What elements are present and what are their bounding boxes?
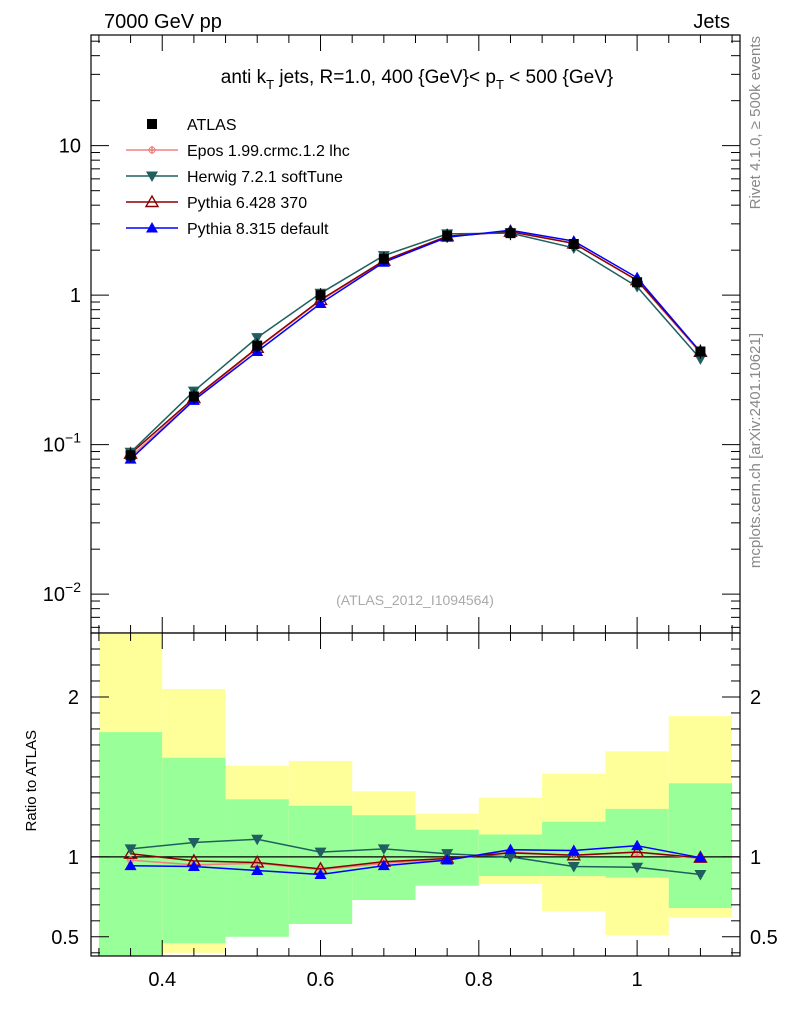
ratio-line-herwig bbox=[130, 838, 701, 876]
y-tick-label: 1 bbox=[70, 285, 81, 307]
ratio-uncertainty-bands bbox=[98, 633, 733, 956]
y-tick-label: 10−1 bbox=[43, 430, 81, 457]
data-point-atlas bbox=[568, 238, 579, 249]
series-line-pythia8 bbox=[130, 229, 701, 460]
band-inner-bin bbox=[288, 805, 353, 925]
ratio-point-pythia8 bbox=[631, 839, 644, 851]
ratio-point-pythia8 bbox=[504, 843, 517, 855]
ratio-series-herwig bbox=[124, 834, 707, 881]
header-category-label: Jets bbox=[693, 11, 730, 33]
series-pythia8 bbox=[124, 224, 707, 464]
main-plot-panel: 10−2 10−1 1 10 anti kT jets, R=1.0, 400 {Ge… bbox=[43, 34, 741, 634]
data-point-herwig bbox=[251, 333, 264, 344]
ratio-series-group bbox=[123, 834, 708, 881]
ratio-point-pythia8 bbox=[251, 864, 264, 875]
ratio-point-pythia6 bbox=[629, 844, 645, 858]
data-point-atlas bbox=[695, 346, 706, 357]
legend-label-herwig: Herwig 7.2.1 softTune bbox=[187, 169, 343, 186]
ratio-point-pythia8 bbox=[377, 859, 390, 871]
ratio-line-pythia8 bbox=[130, 844, 701, 876]
series-line-pythia6 bbox=[130, 230, 701, 455]
analysis-watermark: (ATLAS_2012_I1094564) bbox=[336, 592, 494, 608]
legend-label-pythia8: Pythia 8.315 default bbox=[187, 221, 329, 238]
data-point-herwig bbox=[694, 354, 707, 365]
series-pythia6 bbox=[123, 224, 708, 459]
legend-marker-pythia8 bbox=[146, 222, 158, 233]
ratio-y-tick-label-left: 1 bbox=[68, 847, 79, 869]
ratio-point-pythia8 bbox=[441, 854, 454, 865]
ratio-point-pythia8 bbox=[694, 851, 707, 863]
y-tick-label: 10−2 bbox=[43, 579, 81, 606]
ratio-axis-ticks: 0.5 0.5 1 1 2 2 0.4 0.6 0.8 1 bbox=[51, 632, 778, 991]
ratio-point-herwig bbox=[631, 862, 644, 874]
legend-label-pythia6: Pythia 6.428 370 bbox=[187, 195, 307, 212]
x-tick-label: 0.8 bbox=[465, 969, 493, 991]
data-point-pythia8 bbox=[314, 297, 327, 308]
legend-marker-pythia6 bbox=[144, 194, 160, 208]
data-point-atlas bbox=[252, 340, 263, 351]
data-point-atlas bbox=[442, 230, 453, 241]
x-tick-label: 1 bbox=[632, 969, 643, 991]
ratio-y-tick-label-left: 0.5 bbox=[51, 927, 79, 949]
data-point-atlas bbox=[315, 290, 326, 301]
ratio-point-herwig bbox=[567, 861, 580, 873]
ratio-plot-panel: 0.5 0.5 1 1 2 2 0.4 0.6 0.8 1 Ratio to ATLAS bbox=[23, 632, 778, 991]
legend-label-atlas: ATLAS bbox=[187, 117, 237, 134]
series-line-herwig bbox=[130, 232, 701, 453]
band-inner-bin bbox=[98, 732, 163, 956]
mcplots-label: mcplots.cern.ch [arXiv:2401.10621] bbox=[747, 333, 764, 568]
ratio-y-axis-label: Ratio to ATLAS bbox=[23, 730, 40, 831]
y-tick-label: 10 bbox=[59, 136, 81, 158]
data-point-atlas bbox=[632, 277, 643, 288]
data-point-atlas bbox=[378, 253, 389, 264]
main-plot-title: anti kT jets, R=1.0, 400 {GeV}< pT < 500… bbox=[221, 67, 614, 92]
legend-marker-atlas bbox=[147, 119, 157, 129]
ratio-series-pythia8 bbox=[124, 839, 707, 879]
legend-marker-herwig bbox=[146, 171, 158, 182]
ratio-point-herwig bbox=[504, 852, 517, 863]
ratio-point-pythia8 bbox=[314, 868, 327, 879]
band-inner-bin bbox=[162, 757, 226, 944]
main-axis-ticks: 10−2 10−1 1 10 bbox=[43, 35, 740, 633]
data-point-atlas bbox=[188, 391, 199, 402]
x-tick-label: 0.4 bbox=[148, 969, 176, 991]
header-energy-label: 7000 GeV pp bbox=[104, 11, 222, 33]
data-point-atlas bbox=[505, 228, 516, 239]
ratio-y-tick-label-left: 2 bbox=[68, 687, 79, 709]
series-atlas bbox=[125, 226, 706, 463]
band-inner-bin bbox=[668, 783, 733, 909]
ratio-point-pythia8 bbox=[567, 844, 580, 855]
ratio-y-tick-label-right: 2 bbox=[750, 687, 761, 709]
ratio-point-herwig bbox=[251, 834, 264, 846]
legend-label-epos: Epos 1.99.crmc.1.2 lhc bbox=[187, 143, 350, 160]
band-inner-bin bbox=[352, 815, 416, 901]
x-tick-label: 0.6 bbox=[307, 969, 335, 991]
ratio-y-tick-label-right: 1 bbox=[750, 847, 761, 869]
ratio-point-herwig bbox=[187, 837, 200, 849]
rivet-version-label: Rivet 4.1.0, ≥ 500k events bbox=[747, 36, 764, 209]
data-point-atlas bbox=[125, 450, 136, 461]
ratio-y-tick-label-right: 0.5 bbox=[750, 927, 778, 949]
ratio-line-pythia6 bbox=[130, 851, 701, 870]
ratio-point-pythia8 bbox=[124, 859, 137, 871]
ratio-point-herwig bbox=[694, 869, 707, 881]
ratio-point-herwig bbox=[314, 847, 327, 859]
legend: ATLAS Epos 1.99.crmc.1.2 lhc Herwig 7.2.1 … bbox=[126, 117, 350, 238]
ratio-point-herwig bbox=[124, 844, 137, 855]
ratio-plot-frame bbox=[90, 632, 741, 957]
legend-marker-epos-ring bbox=[148, 146, 156, 154]
ratio-point-herwig bbox=[377, 844, 390, 855]
main-series-group bbox=[123, 224, 708, 464]
ratio-point-pythia8 bbox=[187, 860, 200, 871]
ratio-point-pythia6 bbox=[123, 846, 138, 859]
series-epos bbox=[126, 227, 705, 461]
series-herwig bbox=[124, 228, 707, 459]
